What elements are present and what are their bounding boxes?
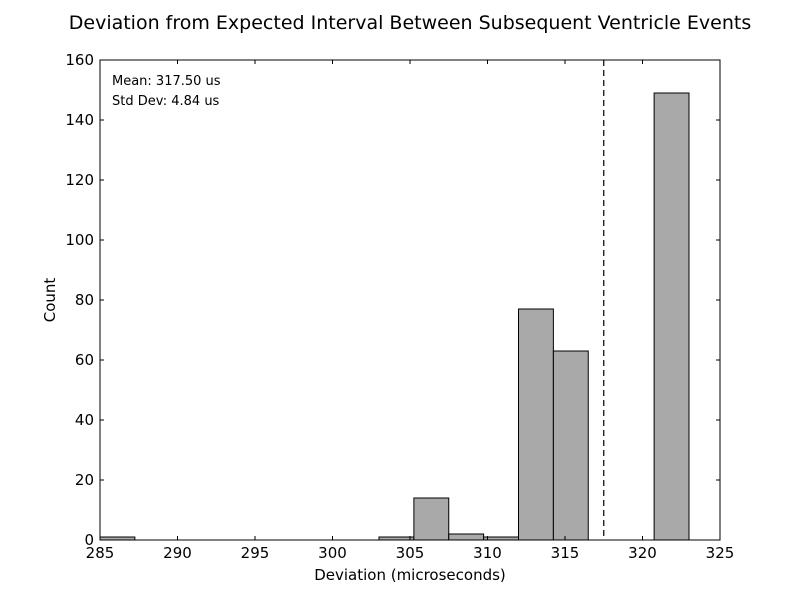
x-tick-label: 295 — [241, 544, 270, 562]
tick-labels-layer: 285 290 295 300 305 310 315 320 325 0 20 40 60 80 100 1… — [65, 51, 734, 562]
y-tick-label: 100 — [65, 231, 94, 249]
histogram-bar — [518, 308, 554, 541]
plot-frame — [99, 59, 721, 541]
std-annotation: Std Dev: 4.84 us — [112, 94, 220, 109]
x-tick-label: 320 — [628, 544, 657, 562]
bars-layer — [99, 92, 690, 541]
x-tick-label: 315 — [551, 544, 580, 562]
mean-annotation: Mean: 317.50 us — [112, 74, 221, 89]
histogram-bar — [653, 92, 690, 541]
x-tick-label: 310 — [473, 544, 502, 562]
y-tick-label: 20 — [75, 471, 94, 489]
chart-title: Deviation from Expected Interval Between… — [69, 12, 752, 34]
x-axis-label: Deviation (microseconds) — [314, 566, 506, 584]
y-tick-label: 140 — [65, 111, 94, 129]
ticks-layer — [99, 59, 721, 541]
y-axis-label: Count — [41, 278, 59, 323]
y-tick-label: 80 — [75, 291, 94, 309]
x-tick-label: 305 — [396, 544, 425, 562]
y-tick-label: 160 — [65, 51, 94, 69]
histogram-bar — [448, 533, 485, 541]
histogram-bar — [413, 497, 450, 541]
histogram-bar — [552, 350, 589, 541]
x-tick-label: 300 — [318, 544, 347, 562]
y-tick-label: 40 — [75, 411, 94, 429]
y-tick-label: 60 — [75, 351, 94, 369]
y-tick-label: 120 — [65, 171, 94, 189]
x-tick-label: 290 — [163, 544, 192, 562]
x-tick-label: 285 — [86, 544, 115, 562]
x-tick-label: 325 — [706, 544, 735, 562]
y-tick-label: 0 — [84, 531, 94, 549]
